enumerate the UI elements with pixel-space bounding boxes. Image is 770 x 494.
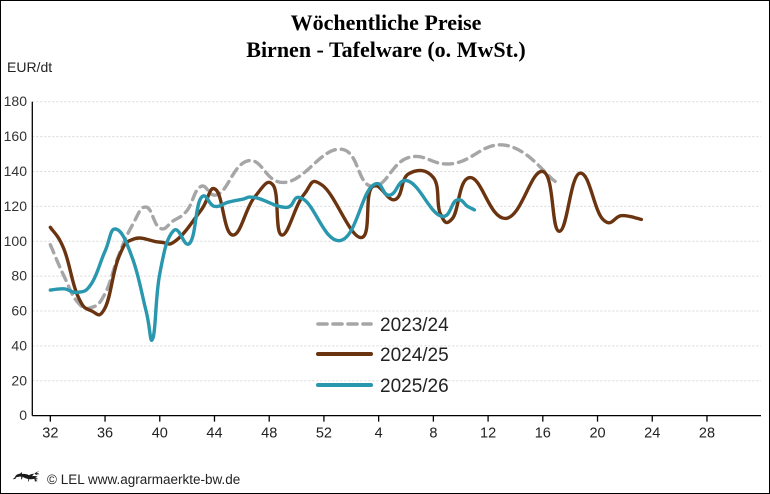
svg-text:120: 120 [4, 198, 28, 214]
svg-text:180: 180 [4, 93, 28, 109]
svg-text:2024/25: 2024/25 [380, 345, 449, 366]
svg-text:48: 48 [261, 426, 277, 442]
svg-text:2025/26: 2025/26 [380, 376, 449, 397]
svg-text:32: 32 [42, 426, 58, 442]
svg-text:8: 8 [429, 426, 437, 442]
svg-text:2023/24: 2023/24 [380, 315, 449, 336]
svg-text:80: 80 [11, 268, 27, 284]
svg-text:100: 100 [4, 233, 28, 249]
svg-text:© LEL www.agrarmaerkte-bw.de: © LEL www.agrarmaerkte-bw.de [47, 472, 240, 487]
svg-text:40: 40 [11, 337, 27, 353]
svg-text:36: 36 [97, 426, 113, 442]
svg-text:52: 52 [316, 426, 332, 442]
svg-text:20: 20 [589, 426, 605, 442]
svg-text:160: 160 [4, 128, 28, 144]
svg-text:40: 40 [152, 426, 168, 442]
svg-text:28: 28 [699, 426, 715, 442]
svg-text:44: 44 [206, 426, 222, 442]
svg-text:60: 60 [11, 303, 27, 319]
svg-text:4: 4 [375, 426, 383, 442]
svg-text:16: 16 [535, 426, 551, 442]
svg-text:12: 12 [480, 426, 496, 442]
svg-text:20: 20 [11, 372, 27, 388]
svg-text:0: 0 [19, 407, 27, 423]
svg-text:140: 140 [4, 163, 28, 179]
svg-text:24: 24 [644, 426, 660, 442]
